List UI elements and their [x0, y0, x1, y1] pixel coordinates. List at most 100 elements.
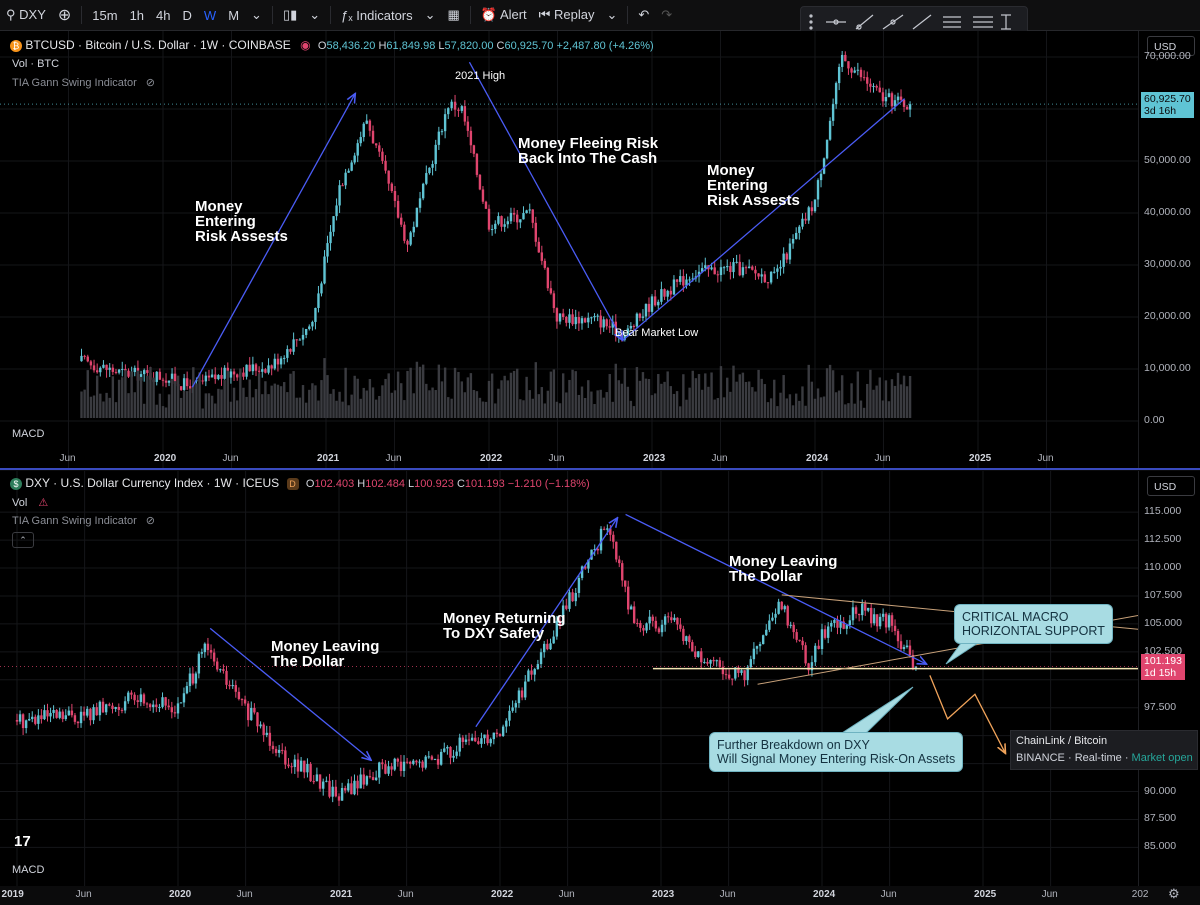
dxy-chart[interactable] — [0, 471, 1138, 886]
volume-bar — [323, 358, 326, 418]
candle — [301, 334, 305, 340]
volume-bar — [304, 402, 308, 418]
hidden-eye-icon[interactable]: ⊘ — [145, 515, 156, 527]
candle — [531, 209, 534, 223]
volume-bar — [487, 380, 491, 418]
dxy-macd-label[interactable]: MACD — [12, 864, 45, 876]
alert-button[interactable]: ⏰ Alert — [480, 7, 527, 22]
dxy-price-axis[interactable]: USD 115.000 112.500 110.000 107.500 105.000 1… — [1138, 471, 1200, 886]
volume-bar — [763, 384, 767, 418]
btc-macd-label[interactable]: MACD — [12, 428, 45, 440]
candle — [887, 93, 891, 97]
candle — [145, 703, 149, 705]
volume-bar — [831, 370, 835, 418]
candle — [743, 670, 746, 681]
settings-gear-icon[interactable]: ⚙ — [1168, 886, 1180, 901]
volume-bar — [298, 397, 302, 418]
btc-ohlc: O58,436.20 H61,849.98 L57,820.00 C60,925… — [317, 40, 654, 52]
chevron-down-icon[interactable]: ⌄ — [251, 7, 262, 22]
candle — [704, 265, 707, 269]
candle — [477, 741, 480, 744]
symbol-tooltip[interactable]: ChainLink / Bitcoin BINANCE · Real-time … — [1010, 730, 1198, 770]
drawing-tools-icons[interactable] — [801, 7, 1027, 37]
price-tick: 87.500 — [1144, 812, 1177, 825]
eye-icon[interactable]: ◉ — [300, 38, 311, 52]
symbol-search[interactable]: ⚲ DXY — [6, 7, 46, 22]
collapse-legend-button[interactable]: ⌃ — [12, 532, 34, 548]
interval-w[interactable]: W — [203, 7, 217, 23]
candle — [223, 367, 226, 379]
candle — [574, 317, 577, 325]
interval-4h[interactable]: 4h — [156, 7, 171, 23]
btc-chart[interactable] — [0, 31, 1138, 468]
dxy-indicator-name[interactable]: TIA Gann Swing Indicator — [12, 515, 137, 527]
dxy-change: −1.210 (−1.18%) — [507, 478, 590, 490]
candle — [783, 606, 786, 610]
candle — [142, 694, 146, 704]
candle — [52, 710, 55, 713]
candle — [276, 358, 280, 365]
chevron-down-icon[interactable]: ⌄ — [309, 7, 321, 22]
btc-chart-pane[interactable]: ₿ BTCUSD · Bitcoin / U.S. Dollar · 1W · … — [0, 31, 1138, 468]
interval-15m[interactable]: 15m — [92, 7, 118, 23]
candle — [484, 201, 488, 209]
candle — [848, 620, 852, 626]
volume-bar — [425, 383, 428, 418]
volume-bar — [270, 385, 273, 418]
dxy-vol-label[interactable]: Vol — [12, 497, 28, 509]
candles-icon[interactable]: ▯▮ — [282, 7, 298, 22]
btc-time-axis[interactable]: Jun 2020 Jun 2021 Jun 2022 Jun 2023 Jun 2024 Jun 20… — [0, 451, 1138, 467]
candle — [443, 748, 446, 752]
price-tick: 102.500 — [1144, 644, 1182, 657]
volume-bar — [421, 364, 425, 418]
layout-grid-icon[interactable]: ▦ — [447, 7, 460, 22]
interval-d[interactable]: D — [182, 7, 192, 23]
interval-1h[interactable]: 1h — [129, 7, 145, 23]
candle — [746, 667, 749, 681]
dxy-currency-select[interactable]: USD — [1147, 476, 1195, 496]
candle — [242, 372, 245, 377]
chevron-down-icon[interactable]: ⌄ — [606, 7, 618, 22]
volume-bar — [620, 383, 624, 418]
pane-divider[interactable] — [0, 468, 1200, 470]
btc-low: 57,820.00 — [444, 40, 494, 52]
candle — [286, 349, 289, 358]
volume-bar — [450, 398, 453, 418]
volume-bar — [902, 375, 906, 418]
btc-currency-select[interactable]: USD — [1147, 36, 1195, 56]
replay-button[interactable]: ⏮ Replay — [538, 7, 595, 22]
indicators-button[interactable]: ƒₓ Indicators — [341, 7, 413, 23]
delayed-badge-icon[interactable]: D — [286, 478, 299, 490]
btc-vol-label[interactable]: Vol · BTC — [12, 58, 60, 70]
btc-open: 58,436.20 — [326, 40, 376, 52]
btc-price-axis[interactable]: USD 70,000.0060,000.0050,000.0040,000.00… — [1138, 31, 1200, 468]
volume-bar — [798, 400, 801, 418]
dxy-title[interactable]: DXY · U.S. Dollar Currency Index · 1W · … — [25, 476, 280, 490]
btc-title[interactable]: BTCUSD · Bitcoin / U.S. Dollar · 1W · CO… — [25, 38, 291, 52]
interval-m[interactable]: M — [228, 7, 240, 23]
candle — [682, 276, 685, 286]
add-symbol-icon[interactable]: ⊕ — [57, 7, 72, 24]
candle — [511, 707, 514, 711]
warning-icon[interactable]: ⚠ — [38, 497, 49, 509]
candle — [884, 96, 888, 102]
dxy-time-axis[interactable]: 2019 Jun 2020 Jun 2021 Jun 2022 Jun 2023 Jun 2024 J… — [0, 887, 1149, 903]
candle — [347, 170, 350, 173]
hidden-eye-icon[interactable]: ⊘ — [145, 77, 156, 89]
btc-indicator-name[interactable]: TIA Gann Swing Indicator — [12, 77, 137, 89]
candle — [292, 339, 295, 352]
tradingview-logo[interactable]: 17 — [14, 833, 31, 850]
candle — [428, 167, 431, 174]
candle — [455, 751, 458, 756]
candle — [506, 221, 510, 225]
chevron-down-icon[interactable]: ⌄ — [424, 7, 436, 22]
volume-bar — [635, 367, 639, 418]
dxy-chart-pane[interactable]: $ DXY · U.S. Dollar Currency Index · 1W … — [0, 471, 1138, 886]
indicators-label: Indicators — [356, 7, 413, 23]
candle — [703, 661, 706, 663]
candle — [494, 223, 497, 230]
volume-bar — [335, 400, 338, 418]
volume-bar — [726, 377, 729, 418]
undo-icon[interactable]: ↶ — [638, 7, 650, 22]
redo-icon[interactable]: ↷ — [661, 7, 673, 22]
